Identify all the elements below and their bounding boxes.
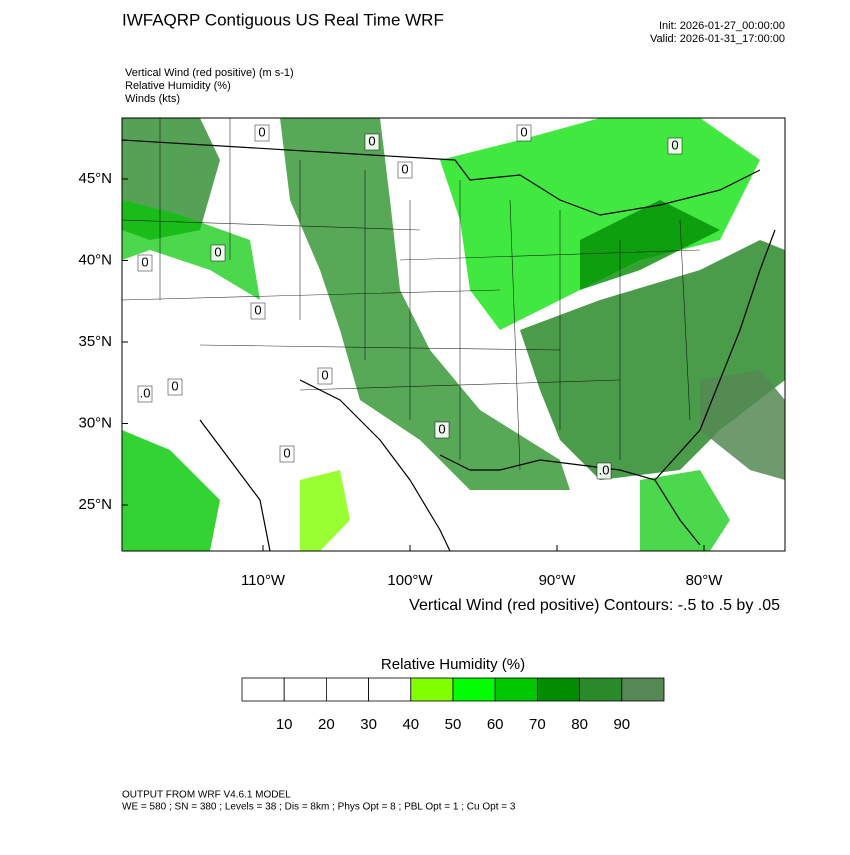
lat-tick-label: 25°N	[78, 496, 112, 513]
title: IWFAQRP Contiguous US Real Time WRF	[122, 10, 444, 29]
colorbar-box	[325, 677, 369, 702]
colorbar-label: 60	[487, 716, 504, 733]
lat-tick-label: 35°N	[78, 333, 112, 350]
colorbar-box	[579, 677, 623, 702]
contour-label: 0	[671, 137, 678, 152]
contour-label-box	[397, 161, 413, 179]
colorbar-label: 30	[360, 716, 377, 733]
colorbar-box	[452, 677, 496, 702]
field-label: Vertical Wind (red positive) (m s-1)	[125, 67, 294, 79]
field-label: Relative Humidity (%)	[125, 80, 231, 92]
contour-label: 0	[401, 161, 408, 176]
contour-label-box	[210, 244, 226, 262]
init-time: Init: 2026-01-27_00:00:00	[659, 20, 785, 32]
contour-label-box	[254, 124, 270, 142]
colorbar-label: 80	[571, 716, 588, 733]
field-label: Winds (kts)	[125, 93, 180, 105]
colorbar: 10 20 30 40 50 60 70 80 90	[241, 677, 665, 733]
lon-tick-label: 80°W	[686, 572, 724, 589]
contour-label-box	[667, 137, 683, 155]
contour-label: .0	[599, 462, 610, 477]
colorbar-label: 40	[402, 716, 419, 733]
contour-label-box	[137, 254, 153, 272]
colorbar-box	[368, 677, 412, 702]
footer-settings: WE = 580 ; SN = 380 ; Levels = 38 ; Dis …	[122, 802, 516, 813]
contour-label: 0	[520, 124, 527, 139]
contour-label-box	[364, 133, 380, 151]
contour-caption: Vertical Wind (red positive) Contours: -…	[409, 597, 780, 614]
contour-label: 0	[321, 367, 328, 382]
colorbar-label: 10	[276, 716, 293, 733]
lon-tick-label: 110°W	[241, 572, 286, 589]
colorbar-box	[410, 677, 454, 702]
lat-tick-label: 30°N	[78, 414, 112, 431]
colorbar-title: Relative Humidity (%)	[381, 656, 525, 673]
contour-label: .0	[140, 385, 151, 400]
contour-label: 0	[171, 378, 178, 393]
contour-label: 0	[254, 302, 261, 317]
colorbar-label: 50	[445, 716, 462, 733]
contour-label-box	[434, 421, 450, 439]
contour-label-box	[516, 124, 532, 142]
colorbar-label: 90	[613, 716, 630, 733]
colorbar-box	[494, 677, 538, 702]
contour-label-box	[279, 445, 295, 463]
lat-tick-label: 45°N	[78, 170, 112, 187]
contour-label: 0	[258, 124, 265, 139]
lon-tick-label: 90°W	[539, 572, 577, 589]
colorbar-box	[241, 677, 285, 702]
colorbar-label: 20	[318, 716, 335, 733]
contour-label-box	[167, 378, 183, 396]
contour-label: 0	[283, 445, 290, 460]
colorbar-label: 70	[529, 716, 546, 733]
contour-label: 0	[214, 244, 221, 259]
map: 110°W 100°W 90°W 80°W 45°N 40°N 35°N 30°N 25°N 0 0…	[78, 117, 786, 589]
contour-label: 0	[141, 254, 148, 269]
colorbar-box	[537, 677, 581, 702]
contour-label-box	[596, 462, 612, 480]
colorbar-box	[283, 677, 327, 702]
contour-label-box	[250, 302, 266, 320]
contour-label-box	[317, 367, 333, 385]
footer-model: OUTPUT FROM WRF V4.6.1 MODEL	[122, 790, 291, 801]
lon-tick-label: 100°W	[387, 572, 433, 589]
contour-label-box	[137, 385, 153, 403]
contour-label: 0	[438, 421, 445, 436]
colorbar-box	[621, 677, 665, 702]
valid-time: Valid: 2026-01-31_17:00:00	[650, 33, 785, 45]
contour-label: 0	[368, 133, 375, 148]
lat-tick-label: 40°N	[78, 251, 112, 268]
